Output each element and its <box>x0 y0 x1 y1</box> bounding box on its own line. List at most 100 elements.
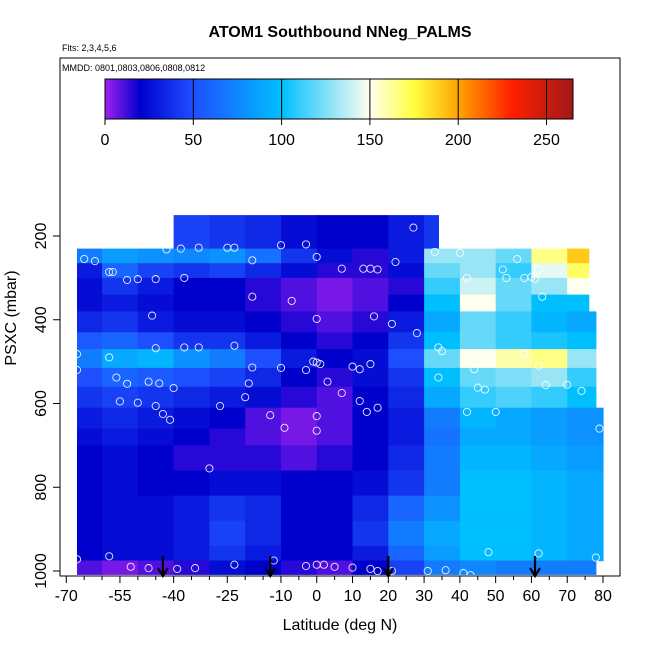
heatmap-cell <box>137 332 175 350</box>
heatmap-cell <box>281 263 318 279</box>
sample-point <box>155 379 164 388</box>
flights-subtitle: Flts: 2,3,4,5,6 <box>62 43 117 53</box>
colorbar: 0 50 100 150 200 250 <box>101 78 574 149</box>
x-tick-label: 10 <box>344 588 362 605</box>
sample-point <box>441 566 450 575</box>
sample-points <box>72 223 604 580</box>
heatmap-cell <box>531 367 568 388</box>
sample-point <box>563 380 572 389</box>
heatmap-cell <box>495 248 533 264</box>
sample-point <box>362 407 371 416</box>
heatmap-cell <box>316 215 354 250</box>
heatmap-cell <box>173 367 210 388</box>
heatmap-cell <box>459 386 497 409</box>
heatmap-cell <box>102 294 139 312</box>
sample-point <box>248 256 257 265</box>
sample-point <box>301 561 311 571</box>
colorbar-gradient <box>104 78 574 120</box>
heatmap-cell <box>388 277 425 296</box>
heatmap-cell <box>388 349 425 369</box>
heatmap-cell <box>316 407 354 430</box>
heatmap-cell <box>173 495 210 522</box>
heatmap-cell <box>495 386 533 409</box>
heatmap-cell <box>245 277 282 296</box>
sample-point <box>541 381 550 390</box>
heatmap-cell <box>173 248 210 264</box>
heatmap-cell <box>567 263 590 279</box>
heatmap-cell <box>281 520 318 547</box>
colorbar-tick-label: 200 <box>445 132 472 149</box>
heatmap-cell <box>495 445 533 472</box>
sample-point <box>348 563 357 572</box>
sample-point <box>151 344 160 353</box>
heatmap-cell <box>531 445 568 472</box>
heatmap-cell <box>459 545 497 562</box>
heatmap-cell <box>388 263 425 279</box>
heatmap-cell <box>567 294 590 312</box>
colorbar-tick-label: 250 <box>533 132 560 149</box>
heatmap-cell <box>495 367 533 388</box>
sample-point <box>276 363 286 372</box>
heatmap-cell <box>388 294 425 312</box>
heatmap-cell <box>388 332 425 350</box>
heatmap-cell <box>388 407 425 430</box>
sample-point <box>230 341 239 350</box>
dates-subtitle: MMDD: 0801,0803,0806,0808,0812 <box>62 63 205 73</box>
heatmap-cell <box>137 294 175 312</box>
heatmap-cell <box>531 560 568 575</box>
sample-point <box>205 464 214 473</box>
heatmap-cell <box>245 445 282 472</box>
heatmap-cell <box>137 428 175 446</box>
heatmap-cell <box>316 520 354 547</box>
heatmap-cell <box>102 349 139 369</box>
sample-point <box>133 275 142 284</box>
colorbar-tick-label: 50 <box>184 132 202 149</box>
heatmap-cell <box>209 367 246 388</box>
sample-point <box>316 360 325 369</box>
sample-point <box>72 365 82 375</box>
heatmap-cell <box>495 560 533 575</box>
heatmap-cell <box>316 349 354 369</box>
heatmap-cell <box>281 428 318 446</box>
heatmap-cell <box>245 495 282 522</box>
heatmap-cell <box>316 445 354 472</box>
heatmap-cell <box>567 560 597 575</box>
heatmap-cell <box>495 407 533 430</box>
heatmap-cell <box>316 263 354 279</box>
sample-point <box>280 423 289 432</box>
sample-point <box>312 314 321 323</box>
sample-point <box>330 562 339 571</box>
heatmap-cell <box>531 545 568 562</box>
heatmap-cell <box>245 470 282 497</box>
sample-point <box>72 350 82 359</box>
heatmap-cell <box>102 470 139 497</box>
sample-point <box>319 560 328 569</box>
sample-point <box>123 275 132 285</box>
heatmap-cell <box>102 545 139 562</box>
heatmap-cell <box>137 277 175 296</box>
heatmap-cell <box>173 545 210 562</box>
sample-point <box>530 274 540 283</box>
sample-point <box>387 319 396 328</box>
heatmap-cell <box>209 445 246 472</box>
heatmap-cell <box>567 428 604 446</box>
sample-point <box>366 360 375 369</box>
sample-point <box>312 358 321 367</box>
sample-point <box>266 411 275 420</box>
sample-point <box>412 329 421 338</box>
heatmap-cell <box>352 545 389 562</box>
heatmap-cell <box>424 386 461 409</box>
heatmap-cell <box>245 263 282 279</box>
heatmap-cell <box>77 445 103 472</box>
heatmap-cell <box>137 248 175 264</box>
x-tick-label: 0 <box>312 588 321 605</box>
sample-point <box>105 552 114 561</box>
heatmap-cell <box>137 520 175 547</box>
heatmap-cell <box>567 386 597 409</box>
heatmap-cell <box>77 294 103 312</box>
sample-point <box>502 273 511 282</box>
heatmap-cell <box>209 248 246 264</box>
heatmap-cell <box>137 349 175 369</box>
sample-point <box>144 564 153 573</box>
